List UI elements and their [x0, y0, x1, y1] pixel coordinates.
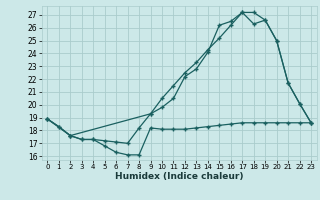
X-axis label: Humidex (Indice chaleur): Humidex (Indice chaleur) — [115, 172, 244, 181]
